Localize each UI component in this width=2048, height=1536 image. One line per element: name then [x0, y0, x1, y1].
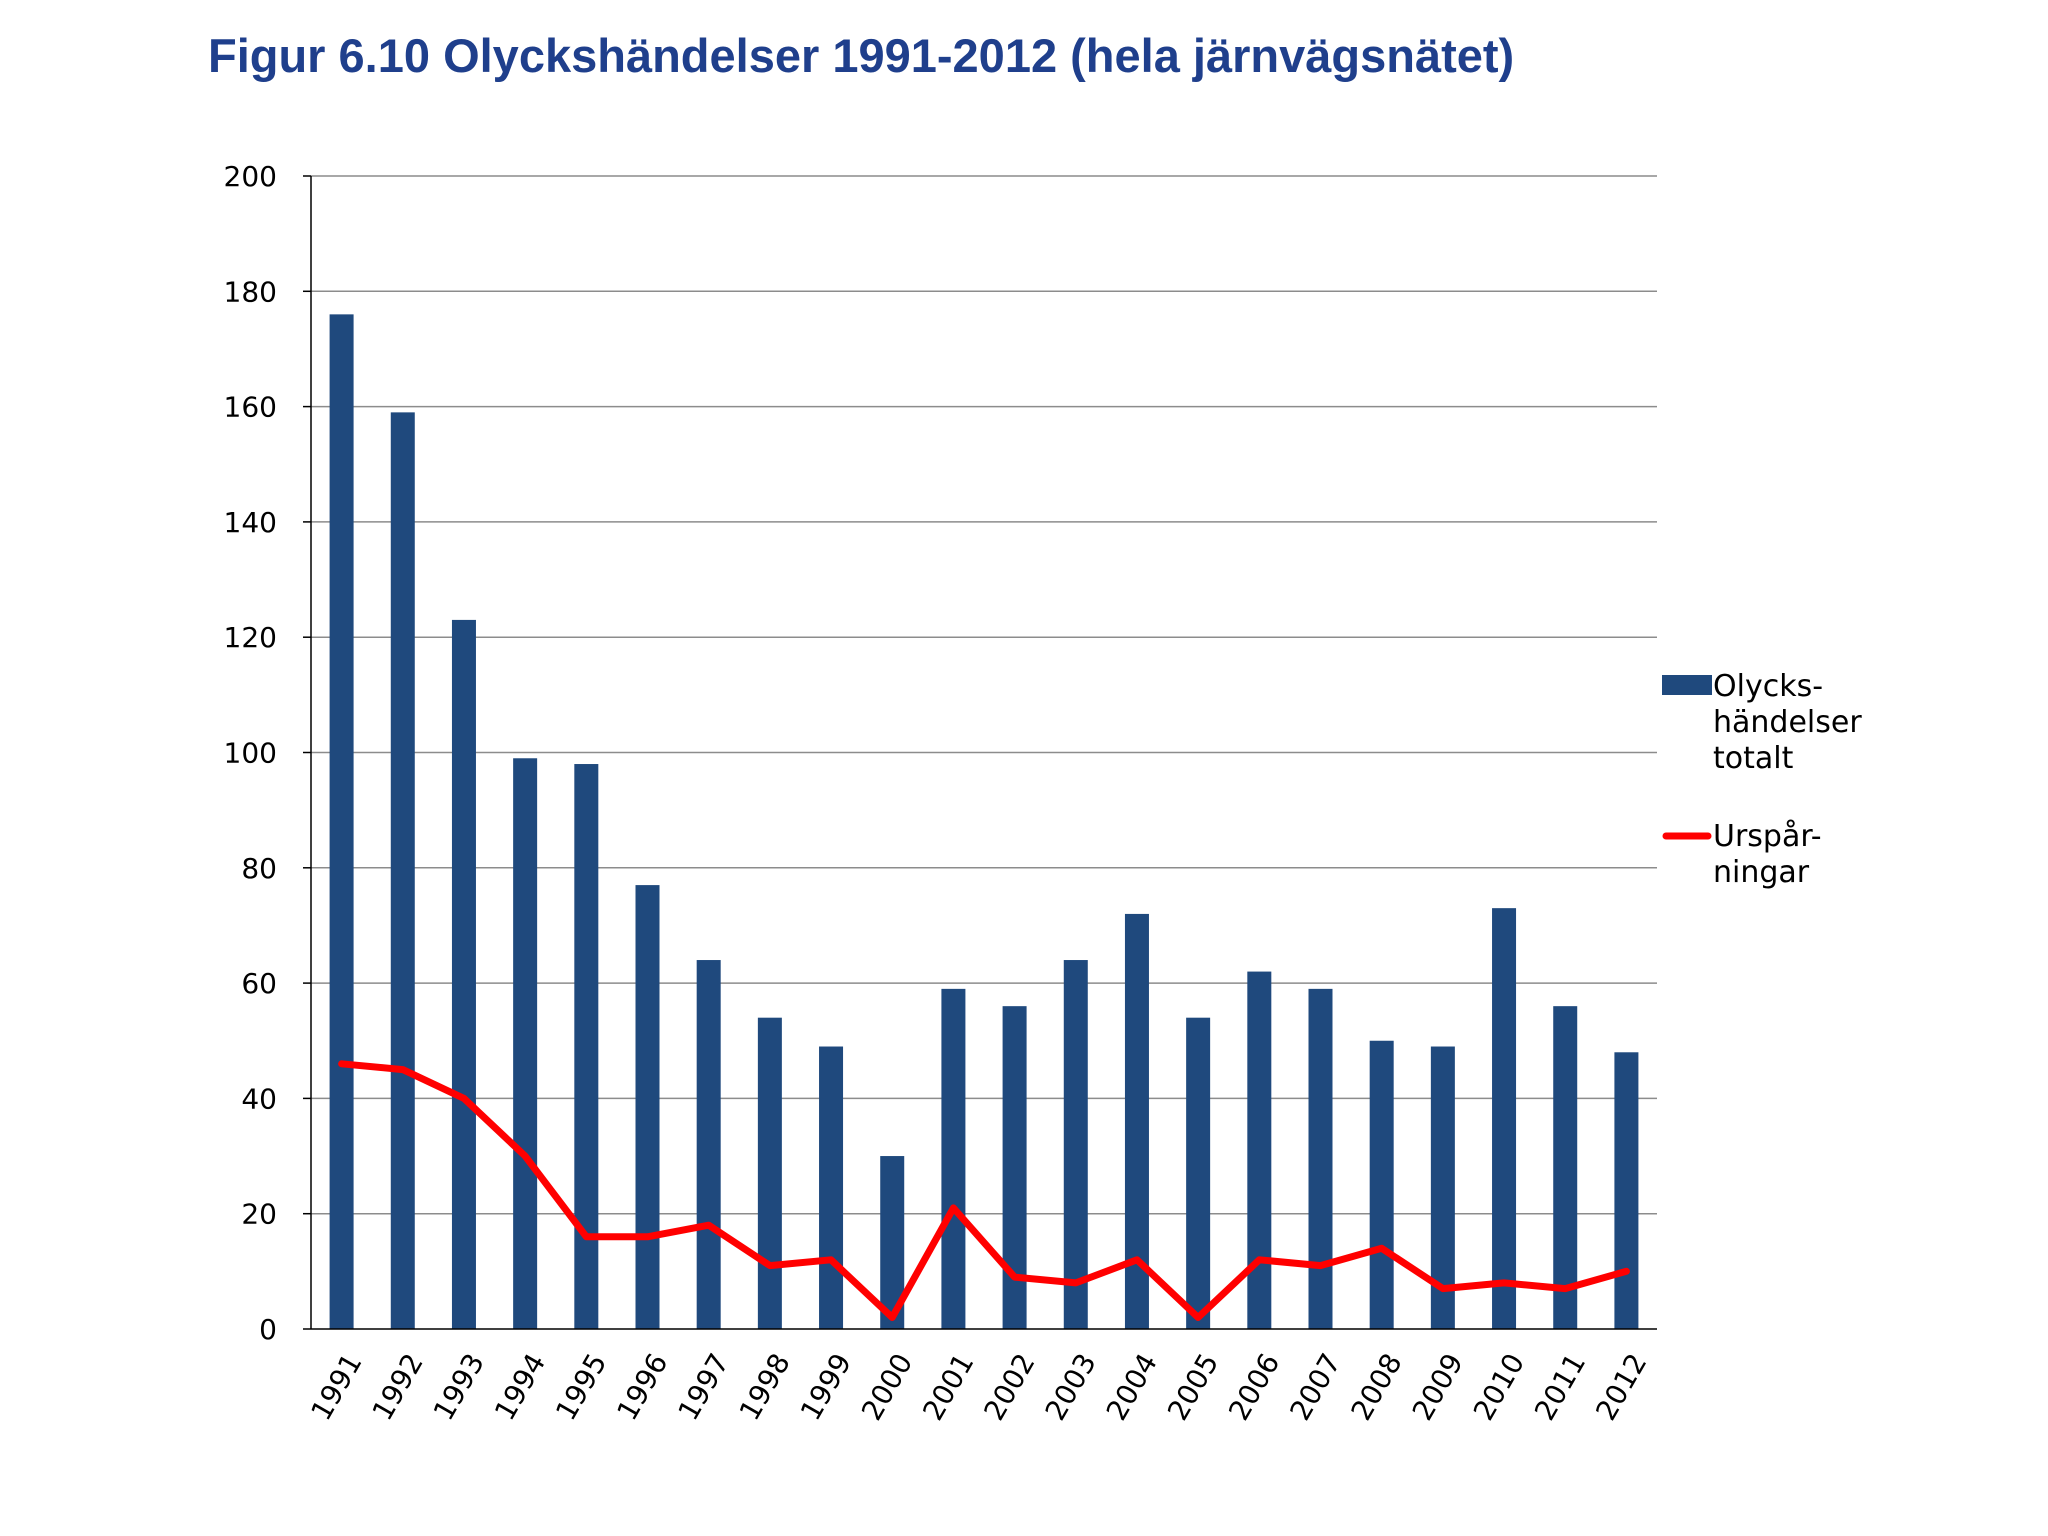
- legend-label-olyckshandelser: totalt: [1713, 741, 1794, 776]
- x-tick-label: 2002: [977, 1348, 1041, 1426]
- line-series: [338, 1060, 1630, 1321]
- chart-title: Figur 6.10 Olyckshändelser 1991-2012 (he…: [208, 29, 1515, 82]
- y-axis: 0 20 40 60 80 100 120 140 160 180 200: [224, 160, 312, 1346]
- legend-label-ursparningar: ningar: [1713, 855, 1810, 890]
- y-tick-label: 180: [224, 275, 277, 308]
- y-tick-label: 120: [224, 621, 277, 654]
- x-tick-label: 2006: [1222, 1348, 1286, 1426]
- bar-2011: [1553, 1006, 1578, 1329]
- line-urspar-ningar: [338, 1060, 1630, 1321]
- bar-2002: [1002, 1006, 1027, 1329]
- bar-1991: [329, 314, 354, 1329]
- y-tick-label: 0: [259, 1313, 277, 1346]
- y-tick-label: 140: [224, 506, 277, 539]
- x-tick-label: 1998: [733, 1348, 797, 1426]
- y-tick-label: 160: [224, 391, 277, 424]
- x-tick-label: 2010: [1467, 1348, 1531, 1426]
- bar-series: [329, 314, 1639, 1329]
- x-tick-label: 1993: [427, 1348, 491, 1426]
- y-tick-label: 20: [241, 1198, 277, 1231]
- bar-2001: [941, 988, 966, 1329]
- legend-swatch-olyckshandelser: [1662, 675, 1712, 695]
- legend-label-ursparningar: Urspår-: [1713, 819, 1822, 854]
- y-tick-label: 100: [224, 737, 277, 770]
- bar-2003: [1063, 960, 1088, 1329]
- x-tick-label: 1991: [304, 1348, 368, 1426]
- bar-2008: [1369, 1040, 1394, 1329]
- x-tick-label: 2000: [855, 1348, 919, 1426]
- x-tick-label: 1992: [366, 1348, 430, 1426]
- x-tick-label: 1994: [488, 1348, 552, 1426]
- bar-2010: [1492, 908, 1517, 1329]
- bar-1995: [574, 764, 599, 1329]
- bar-1996: [635, 885, 660, 1329]
- x-tick-label: 2009: [1406, 1348, 1470, 1426]
- x-tick-label: 2008: [1345, 1348, 1409, 1426]
- bar-2006: [1247, 971, 1272, 1329]
- x-tick-label: 2004: [1100, 1348, 1164, 1426]
- legend-label-olyckshandelser: Olycks-: [1713, 669, 1823, 704]
- bar-1994: [513, 758, 538, 1329]
- x-tick-label: 2012: [1589, 1348, 1653, 1426]
- x-tick-label: 1997: [672, 1348, 736, 1426]
- x-tick-label: 2005: [1161, 1348, 1225, 1426]
- bar-1992: [390, 412, 415, 1329]
- bar-1998: [757, 1017, 782, 1329]
- y-tick-label: 60: [241, 967, 277, 1000]
- bar-2007: [1308, 988, 1333, 1329]
- bar-2012: [1614, 1052, 1639, 1329]
- bar-1997: [696, 960, 721, 1329]
- x-tick-label: 1995: [549, 1348, 613, 1426]
- y-tick-label: 40: [241, 1082, 277, 1115]
- y-tick-label: 80: [241, 852, 277, 885]
- x-axis: 1991199219931994199519961997199819992000…: [304, 1328, 1657, 1426]
- x-tick-label: 1996: [610, 1348, 674, 1426]
- x-tick-label: 1999: [794, 1348, 858, 1426]
- bar-2005: [1186, 1017, 1211, 1329]
- x-tick-label: 2007: [1283, 1348, 1347, 1426]
- x-tick-label: 2001: [916, 1348, 980, 1426]
- bar-1993: [451, 619, 476, 1329]
- bar-1999: [819, 1046, 844, 1329]
- y-tick-label: 200: [224, 160, 277, 193]
- legend-label-olyckshandelser: händelser: [1713, 705, 1862, 740]
- x-tick-label: 2011: [1528, 1348, 1592, 1426]
- x-tick-label: 2003: [1039, 1348, 1103, 1426]
- gridlines: [311, 175, 1657, 1215]
